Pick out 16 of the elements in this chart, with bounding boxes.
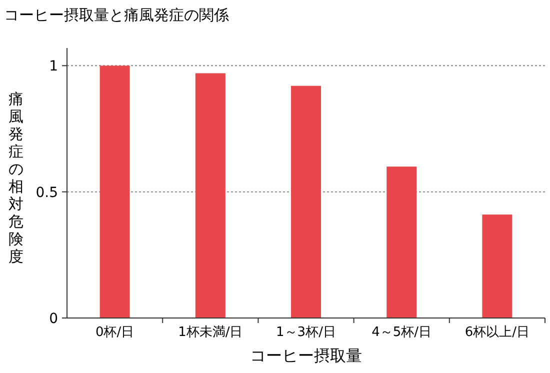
x-tick-label: 1杯未満/日 — [178, 325, 243, 340]
x-tick-label: 4～5杯/日 — [372, 325, 432, 340]
bar — [291, 86, 321, 318]
x-tick-label: 6杯以上/日 — [464, 325, 530, 340]
y-tick-label: 1 — [49, 58, 58, 75]
chart-title: コーヒー摂取量と痛風発症の関係 — [4, 6, 229, 24]
x-tick-label: 1～3杯/日 — [276, 325, 336, 340]
bar — [482, 214, 512, 318]
bar — [195, 73, 226, 318]
bar — [386, 166, 417, 318]
y-tick-label: 0.5 — [36, 184, 58, 201]
y-tick-label: 0 — [49, 311, 58, 327]
x-tick-label: 0杯/日 — [95, 325, 134, 340]
text: 痛風発症の相対危険度 — [8, 90, 24, 266]
bar — [100, 66, 130, 318]
x-axis-title: コーヒー摂取量 — [250, 346, 362, 365]
